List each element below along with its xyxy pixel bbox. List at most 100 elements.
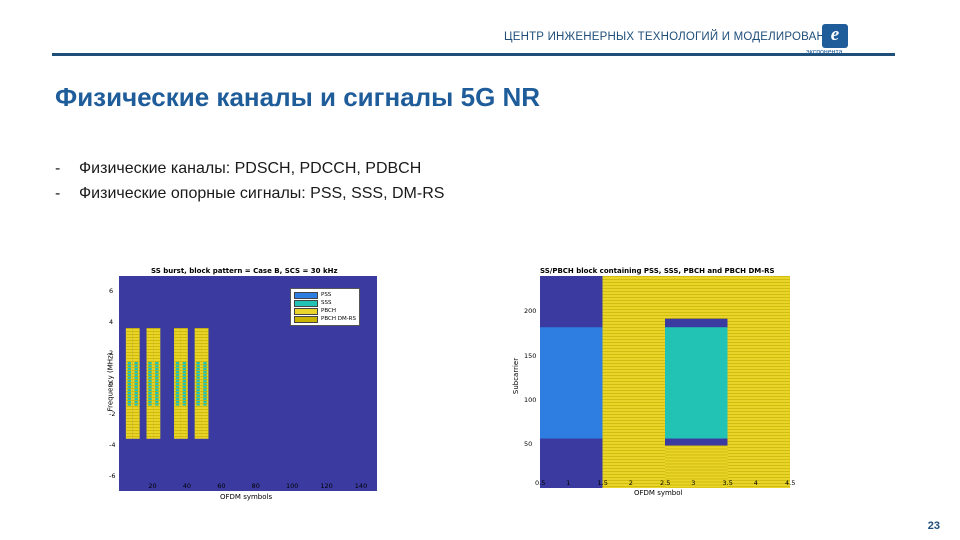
dmrs-stripe xyxy=(727,390,790,391)
tick-label: 6 xyxy=(109,287,114,296)
dmrs-stripe xyxy=(727,369,790,370)
dmrs-stripe xyxy=(602,411,665,412)
dmrs-stripe xyxy=(180,403,188,405)
tick-label: 3 xyxy=(691,479,696,487)
dmrs-stripe xyxy=(146,367,154,369)
dmrs-stripe xyxy=(602,330,665,331)
dmrs-stripe xyxy=(602,321,665,322)
sss-region xyxy=(182,361,187,406)
dmrs-stripe xyxy=(665,484,728,486)
sss-region xyxy=(175,361,180,406)
dmrs-stripe xyxy=(180,331,188,333)
dmrs-stripe xyxy=(132,418,140,420)
dmrs-stripe xyxy=(194,373,202,375)
dmrs-stripe xyxy=(132,349,140,351)
dmrs-stripe xyxy=(201,406,209,408)
dmrs-stripe xyxy=(146,364,154,366)
dmrs-stripe xyxy=(174,430,181,432)
dmrs-stripe xyxy=(602,360,665,361)
dmrs-stripe xyxy=(727,396,790,397)
dmrs-stripe xyxy=(125,379,133,381)
dmrs-stripe xyxy=(194,424,202,426)
ss-pbch-block-chart: SS/PBCH block containing PSS, SSS, PBCH … xyxy=(510,260,810,505)
y-axis-label: Subcarrier xyxy=(512,357,521,395)
dmrs-stripe xyxy=(602,477,665,478)
dmrs-stripe xyxy=(125,370,133,372)
dmrs-stripe xyxy=(132,415,140,417)
dmrs-stripe xyxy=(727,306,790,307)
dmrs-stripe xyxy=(180,379,188,381)
dmrs-stripe xyxy=(146,400,154,402)
dmrs-stripe xyxy=(727,483,790,484)
dmrs-stripe xyxy=(201,421,209,423)
tick-label: 50 xyxy=(524,439,533,448)
dmrs-stripe xyxy=(727,300,790,301)
dmrs-stripe xyxy=(727,456,790,457)
dmrs-stripe xyxy=(153,352,161,354)
dmrs-stripe xyxy=(665,454,728,456)
tick-label: 1.5 xyxy=(597,479,608,487)
tick-label: -6 xyxy=(109,471,116,480)
dmrs-stripe xyxy=(146,373,154,375)
dmrs-stripe xyxy=(180,376,188,378)
dmrs-stripe xyxy=(174,328,181,330)
dmrs-stripe xyxy=(125,361,133,363)
dmrs-stripe xyxy=(602,396,665,397)
dmrs-stripe xyxy=(602,483,665,484)
page-number: 23 xyxy=(927,520,940,532)
dmrs-stripe xyxy=(153,349,161,351)
dmrs-stripe xyxy=(727,279,790,280)
dmrs-stripe xyxy=(132,337,140,339)
dmrs-stripe xyxy=(174,358,181,360)
dmrs-stripe xyxy=(201,424,209,426)
dmrs-stripe xyxy=(194,418,202,420)
dmrs-stripe xyxy=(132,421,140,423)
dmrs-stripe xyxy=(727,321,790,322)
dmrs-stripe xyxy=(602,471,665,472)
dmrs-stripe xyxy=(146,388,154,390)
dmrs-stripe xyxy=(727,276,790,277)
dmrs-stripe xyxy=(132,391,140,393)
dmrs-stripe xyxy=(174,388,181,390)
dmrs-stripe xyxy=(180,337,188,339)
dmrs-stripe xyxy=(125,331,133,333)
dmrs-stripe xyxy=(132,328,140,330)
dmrs-stripe xyxy=(201,436,209,438)
dmrs-stripe xyxy=(665,469,728,471)
dmrs-stripe xyxy=(727,309,790,310)
logo-icon: e xyxy=(822,24,848,48)
dmrs-stripe xyxy=(602,369,665,370)
sss-region xyxy=(196,361,200,406)
dmrs-stripe xyxy=(146,340,154,342)
dmrs-stripe xyxy=(132,409,140,411)
legend-label: PBCH xyxy=(321,308,336,314)
bullet-text: Физические каналы: PDSCH, PDCCH, PDBCH xyxy=(79,160,422,177)
dmrs-stripe xyxy=(194,436,202,438)
dmrs-stripe xyxy=(194,415,202,417)
dmrs-stripe xyxy=(153,340,161,342)
dmrs-stripe xyxy=(194,433,202,435)
dmrs-stripe xyxy=(125,427,133,429)
dmrs-stripe xyxy=(146,403,154,405)
dmrs-stripe xyxy=(602,474,665,475)
dmrs-stripe xyxy=(153,403,161,405)
legend-item: SSS xyxy=(294,299,356,307)
dmrs-stripe xyxy=(727,468,790,469)
dmrs-stripe xyxy=(201,397,209,399)
dmrs-stripe xyxy=(602,354,665,355)
dmrs-stripe xyxy=(174,370,181,372)
dmrs-stripe xyxy=(201,358,209,360)
dmrs-stripe xyxy=(727,351,790,352)
dmrs-stripe xyxy=(201,355,209,357)
dmrs-stripe xyxy=(180,388,188,390)
region-pbch xyxy=(602,276,665,488)
dmrs-stripe xyxy=(727,318,790,319)
dmrs-stripe xyxy=(132,388,140,390)
dmrs-stripe xyxy=(602,297,665,298)
dmrs-stripe xyxy=(153,430,161,432)
dmrs-stripe xyxy=(602,339,665,340)
dmrs-stripe xyxy=(132,400,140,402)
dmrs-stripe xyxy=(727,477,790,478)
dmrs-stripe xyxy=(174,382,181,384)
dmrs-stripe xyxy=(201,403,209,405)
